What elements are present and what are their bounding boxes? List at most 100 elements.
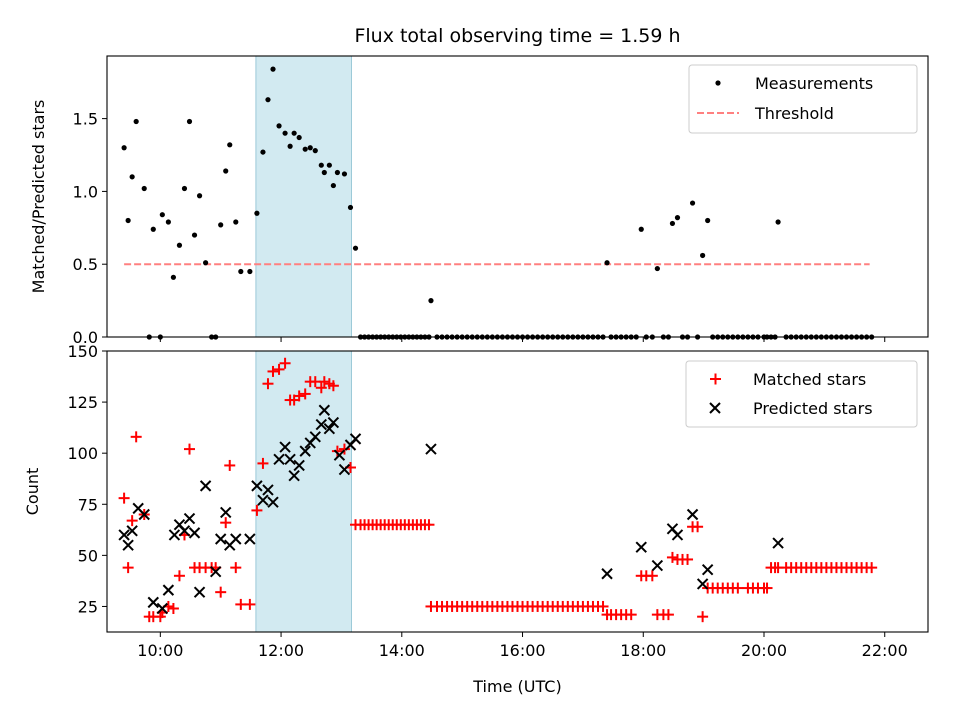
observing-window-shade xyxy=(255,350,352,633)
measurement-point xyxy=(700,252,706,259)
chart-title: Flux total observing time = 1.59 h xyxy=(354,25,680,47)
x-stroke-b xyxy=(126,525,138,537)
top-x-ticks xyxy=(159,337,886,342)
measurement-point xyxy=(196,193,203,199)
predicted-star-point xyxy=(118,529,130,541)
measurement-point xyxy=(302,146,308,152)
predicted-star-points xyxy=(118,404,784,615)
top-y-ticks: 0.0 0.5 1.0 1.5 xyxy=(73,110,107,347)
x-tick-label: 18:00 xyxy=(620,641,666,660)
x-stroke-b xyxy=(686,508,699,521)
y-tick-label: 150 xyxy=(67,342,98,361)
x-stroke-b xyxy=(293,459,305,472)
bottom-axes-frame xyxy=(106,350,929,633)
x-tick-label: 12:00 xyxy=(258,641,304,660)
measurement-point xyxy=(141,185,147,192)
predicted-star-point xyxy=(183,512,196,525)
x-stroke-b xyxy=(168,529,181,541)
matched-star-point xyxy=(697,611,709,623)
matched-star-point xyxy=(761,582,773,594)
measurement-point xyxy=(265,97,271,103)
x-stroke-b xyxy=(178,525,191,537)
predicted-star-point xyxy=(772,537,784,549)
measurement-point xyxy=(218,222,224,228)
measurement-point xyxy=(191,232,198,238)
x-tick-label: 22:00 xyxy=(862,641,908,660)
measurement-point xyxy=(165,219,171,225)
predicted-star-point xyxy=(696,578,709,590)
x-tick-label: 10:00 xyxy=(137,641,183,660)
x-tick-label: 14:00 xyxy=(379,641,425,660)
matched-star-point xyxy=(732,582,744,594)
measurement-point xyxy=(254,210,260,216)
top-axes-frame xyxy=(106,55,929,338)
matched-star-point xyxy=(215,586,227,598)
measurement-point xyxy=(326,162,332,168)
observing-window-shade xyxy=(255,55,352,338)
x-stroke-b xyxy=(251,480,263,492)
predicted-star-point xyxy=(244,533,256,545)
x-stroke-b xyxy=(162,584,175,596)
matched-star-point xyxy=(293,390,305,402)
measurement-point xyxy=(669,220,676,227)
predicted-star-point xyxy=(315,418,328,431)
x-stroke-b xyxy=(230,533,242,545)
matched-star-point xyxy=(118,492,130,504)
x-stroke-b xyxy=(284,453,296,466)
measurement-point xyxy=(689,200,696,206)
matched-star-point xyxy=(299,388,311,400)
predicted-star-point xyxy=(349,433,362,445)
bottom-y-ticks: 25 50 75 100 125 150 xyxy=(67,342,107,616)
predicted-star-point xyxy=(671,529,684,541)
measurement-point xyxy=(227,142,233,148)
predicted-star-point xyxy=(122,539,134,551)
measurement-point xyxy=(775,219,781,225)
x-stroke-b xyxy=(262,484,274,496)
measurement-point xyxy=(312,148,318,154)
predicted-star-point xyxy=(230,533,242,545)
measurement-point xyxy=(352,245,359,251)
y-tick-label: 75 xyxy=(78,495,98,514)
bottom-x-ticks: 10:00 12:00 14:00 16:00 18:00 20:00 22:00 xyxy=(137,632,908,660)
x-axis-label: Time (UTC) xyxy=(472,677,561,696)
x-stroke-b xyxy=(635,541,647,553)
matched-star-point xyxy=(273,363,285,375)
predicted-star-point xyxy=(338,463,351,476)
matched-star-point xyxy=(122,562,134,574)
x-stroke-b xyxy=(318,404,331,416)
x-stroke-b xyxy=(122,539,134,551)
measurement-point xyxy=(170,274,177,280)
measurement-point xyxy=(330,182,336,189)
x-stroke-b xyxy=(244,533,256,545)
legend-measurements-label: Measurements xyxy=(755,74,873,93)
predicted-star-point xyxy=(635,541,647,553)
measurement-point xyxy=(282,130,288,136)
x-stroke-b xyxy=(132,502,144,515)
y-tick-label: 25 xyxy=(78,597,98,616)
x-stroke-b xyxy=(327,416,340,429)
x-stroke-b xyxy=(209,566,222,578)
measurement-point xyxy=(233,219,239,225)
x-stroke-b xyxy=(315,418,328,431)
top-legend-box xyxy=(688,64,918,134)
matched-star-point xyxy=(173,570,185,582)
legend-matched-label: Matched stars xyxy=(753,370,866,389)
matched-star-point xyxy=(184,443,196,455)
x-stroke-b xyxy=(220,506,232,519)
x-stroke-b xyxy=(138,508,150,521)
x-stroke-b xyxy=(666,523,679,535)
measurement-point xyxy=(307,145,313,151)
measurement-point xyxy=(186,118,193,125)
predicted-star-point xyxy=(601,568,613,580)
measurement-point xyxy=(296,134,302,141)
measurement-point xyxy=(129,174,135,180)
measurement-point xyxy=(428,298,434,304)
matched-star-point xyxy=(692,521,704,533)
x-stroke-b xyxy=(701,563,714,576)
measurement-point xyxy=(223,168,229,174)
measurement-point xyxy=(291,130,297,136)
predicted-star-point xyxy=(686,508,699,521)
measurement-point xyxy=(674,215,681,221)
matched-star-point xyxy=(625,609,637,621)
matched-star-point xyxy=(597,600,609,612)
